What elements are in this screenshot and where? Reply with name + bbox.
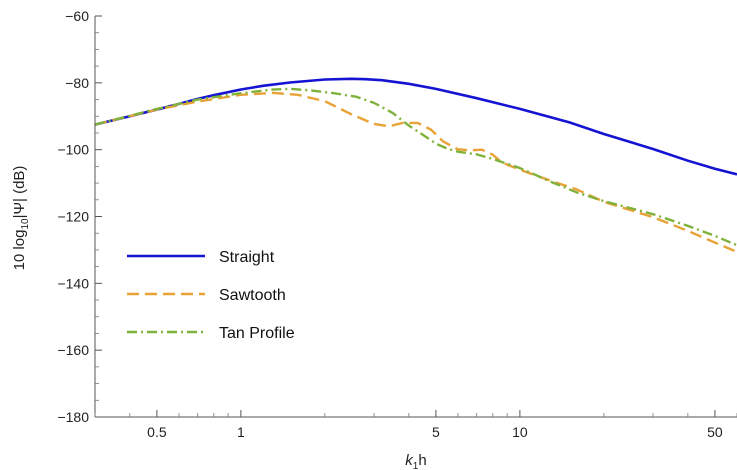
x-tick-label: 5 — [432, 424, 440, 440]
y-tick-label: −100 — [57, 142, 89, 158]
legend-label: Sawtooth — [219, 287, 286, 304]
x-axis-label-italic: k — [405, 452, 414, 469]
x-axis-label-sub: 1 — [413, 461, 419, 470]
y-tick-label: −60 — [65, 8, 89, 24]
x-tick-label: 1 — [237, 424, 245, 440]
y-tick-label: −120 — [57, 209, 89, 225]
axes-layer: −60 −80 −100 −120 −140 −160 −180 0.5 1 5 10 50 — [57, 8, 737, 440]
legend: Straight Sawtooth Tan Profile — [127, 249, 295, 342]
legend-label: Tan Profile — [219, 325, 295, 342]
y-tick-label: −80 — [65, 75, 89, 91]
series-layer — [95, 77, 737, 254]
y-axis-label: 10 log10|Ψ| (dB) — [11, 166, 31, 271]
legend-label: Straight — [219, 249, 275, 266]
y-tick-label: −140 — [57, 275, 89, 291]
x-tick-label: 10 — [512, 424, 528, 440]
y-tick-label: −160 — [57, 342, 89, 358]
y-axis-label-sub: 10 — [20, 218, 31, 230]
x-axis-label: k1h — [405, 452, 426, 470]
series-line-tan-profile — [95, 87, 737, 247]
y-tick-label: −180 — [57, 409, 89, 425]
y-axis-label-post: |Ψ| (dB) — [11, 166, 28, 219]
plot-area — [95, 16, 737, 417]
series-line-straight — [95, 77, 737, 176]
y-axis-label-pre: 10 log — [11, 230, 28, 271]
x-tick-label: 50 — [707, 424, 723, 440]
x-axis-label-rest: h — [418, 452, 426, 469]
plot-background — [95, 16, 737, 417]
x-tick-label: 0.5 — [147, 424, 167, 440]
